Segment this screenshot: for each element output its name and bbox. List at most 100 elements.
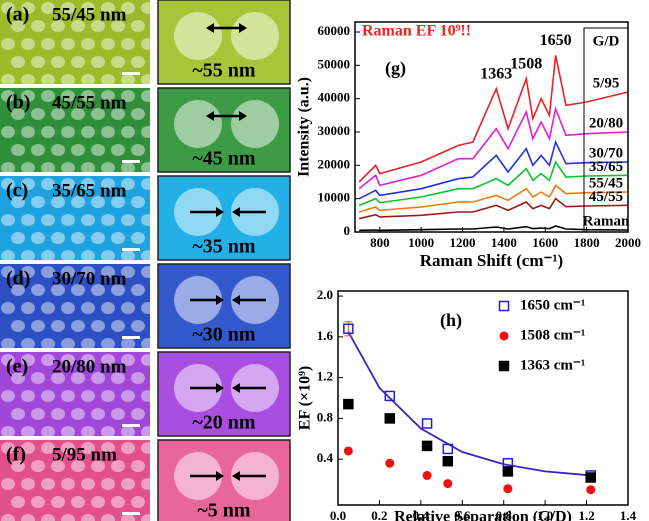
particle [141, 214, 155, 226]
particle [81, 478, 95, 490]
y-tick-label: 1.2 [317, 369, 333, 384]
y-tick-label: 30000 [318, 123, 351, 138]
particle [61, 426, 75, 438]
particle [41, 74, 55, 86]
particle [141, 338, 155, 350]
data-point [503, 467, 512, 476]
legend-label: 45/55 [589, 189, 623, 205]
particle [111, 320, 125, 332]
x-axis-label: Raman Shift (cm⁻¹) [420, 251, 563, 270]
particle [41, 214, 55, 226]
particle [141, 442, 155, 454]
peak-label: 1363 [480, 65, 512, 82]
data-point [423, 419, 432, 428]
particle [11, 408, 25, 420]
particle [101, 126, 115, 138]
particle [31, 408, 45, 420]
gap-label: ~45 nm [192, 148, 256, 170]
particle [11, 56, 25, 68]
particle [121, 302, 135, 314]
particle [101, 250, 115, 262]
particle [131, 56, 145, 68]
particle [81, 214, 95, 226]
particle [131, 284, 145, 296]
particle [111, 56, 125, 68]
particle [91, 320, 105, 332]
x-tick-label: 1000 [408, 235, 434, 250]
particle [61, 338, 75, 350]
particle [41, 38, 55, 50]
particle [51, 408, 65, 420]
data-point [344, 400, 353, 409]
particle [21, 390, 35, 402]
particle [141, 178, 155, 190]
particle [41, 426, 55, 438]
panel-label: (d) [6, 268, 30, 290]
particle [41, 302, 55, 314]
data-point [344, 446, 353, 455]
x-tick-label: 1800 [574, 235, 600, 250]
particle [41, 390, 55, 402]
particle [141, 266, 155, 278]
particle [1, 38, 15, 50]
particle [61, 162, 75, 174]
y-tick-label: 0.4 [317, 450, 334, 465]
y-tick-label: 0.8 [317, 409, 334, 424]
particle [121, 162, 135, 174]
particle [121, 126, 135, 138]
x-axis-label: Relative Separation (G/D) [394, 509, 572, 521]
spectrum [359, 185, 628, 212]
legend-label: 1508 cm⁻¹ [520, 327, 585, 343]
peak-label: 1508 [510, 55, 542, 72]
particle [21, 126, 35, 138]
particle [1, 162, 15, 174]
x-tick-label: 1.2 [578, 508, 594, 521]
particle [31, 232, 45, 244]
particle [21, 214, 35, 226]
particle [121, 442, 135, 454]
legend-marker [500, 362, 509, 371]
particle [11, 232, 25, 244]
particle [121, 250, 135, 262]
gap-label: ~20 nm [192, 412, 256, 434]
x-tick-label: 2000 [615, 235, 641, 250]
particle [1, 478, 15, 490]
particle [121, 214, 135, 226]
gap-label: ~5 nm [197, 500, 251, 521]
particle [21, 38, 35, 50]
particle [141, 426, 155, 438]
legend-label: Raman [583, 213, 630, 229]
particle [131, 144, 145, 156]
annotation: Raman EF 10⁹!! [362, 23, 471, 40]
scale-bar [122, 424, 140, 427]
y-tick-label: 10000 [318, 190, 351, 205]
particle [111, 144, 125, 156]
legend-label: 20/80 [589, 115, 623, 131]
particle [61, 214, 75, 226]
particle [91, 144, 105, 156]
gap-label: ~35 nm [192, 236, 256, 258]
particle [111, 232, 125, 244]
particle-zoom [174, 100, 222, 148]
panel-ratio: 30/70 nm [52, 268, 127, 289]
particle [141, 38, 155, 50]
x-tick-label: 1400 [491, 235, 517, 250]
particle [121, 38, 135, 50]
particle [91, 232, 105, 244]
particle [1, 390, 15, 402]
y-tick-label: 60000 [318, 23, 351, 38]
particle [141, 250, 155, 262]
particle [31, 144, 45, 156]
particle [141, 2, 155, 14]
legend-label: 35/65 [589, 159, 623, 175]
particle [101, 478, 115, 490]
particle [1, 426, 15, 438]
particle [41, 338, 55, 350]
x-tick-label: 800 [370, 235, 390, 250]
particle [21, 74, 35, 86]
particle [101, 390, 115, 402]
particle [1, 250, 15, 262]
y-tick-label: 0 [344, 223, 351, 238]
particle [131, 320, 145, 332]
legend-title: G/D [593, 33, 620, 49]
